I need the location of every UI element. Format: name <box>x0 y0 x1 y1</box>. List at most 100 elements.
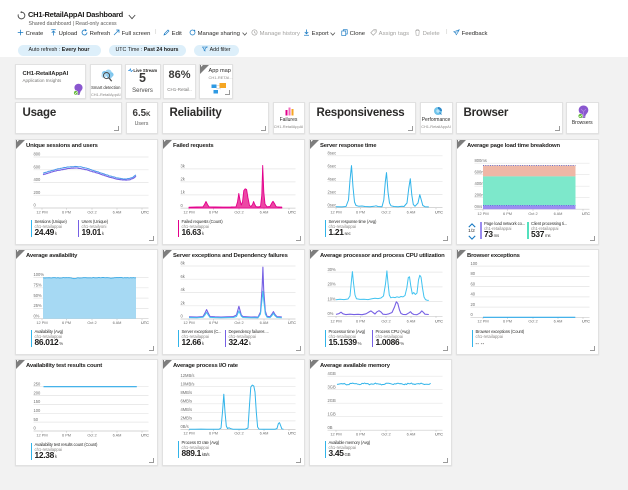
svg-text:0B/s: 0B/s <box>180 424 188 429</box>
svg-text:12 PM: 12 PM <box>477 318 488 323</box>
svg-text:1GB: 1GB <box>327 411 335 416</box>
svg-text:6k: 6k <box>180 273 185 278</box>
svg-text:6 PM: 6 PM <box>208 209 217 214</box>
svg-text:0ms: 0ms <box>474 203 482 208</box>
svg-text:4k: 4k <box>180 287 185 292</box>
svg-text:50%: 50% <box>33 292 42 297</box>
svg-text:0%: 0% <box>33 313 39 318</box>
svg-text:12 PM: 12 PM <box>36 209 47 214</box>
svg-text:100: 100 <box>470 260 478 265</box>
svg-text:6MB/s: 6MB/s <box>180 398 192 403</box>
svg-text:Oct 2: Oct 2 <box>87 319 96 324</box>
svg-text:12 PM: 12 PM <box>330 318 341 323</box>
svg-text:Oct 2: Oct 2 <box>234 320 243 325</box>
svg-text:0%: 0% <box>327 311 333 316</box>
svg-text:UTC: UTC <box>288 320 296 325</box>
svg-text:150: 150 <box>33 399 41 404</box>
svg-text:12 PM: 12 PM <box>330 431 341 436</box>
svg-text:8MB/s: 8MB/s <box>180 389 192 394</box>
svg-text:Oct 2: Oct 2 <box>528 318 537 323</box>
svg-text:250: 250 <box>33 381 41 386</box>
svg-text:6 AM: 6 AM <box>406 209 415 214</box>
svg-text:6 PM: 6 PM <box>208 430 217 435</box>
svg-text:50: 50 <box>33 416 38 421</box>
svg-text:4MB/s: 4MB/s <box>180 407 192 412</box>
svg-text:6 PM: 6 PM <box>208 320 217 325</box>
svg-text:0B: 0B <box>327 424 332 429</box>
svg-text:2GB: 2GB <box>327 397 335 402</box>
svg-text:0: 0 <box>180 202 183 207</box>
svg-text:400: 400 <box>33 177 41 182</box>
svg-text:4GB: 4GB <box>327 370 335 375</box>
svg-text:UTC: UTC <box>435 209 443 214</box>
svg-text:8sec: 8sec <box>327 150 336 155</box>
svg-text:Oct 2: Oct 2 <box>528 210 537 215</box>
svg-text:6 PM: 6 PM <box>355 318 364 323</box>
svg-text:80: 80 <box>470 271 475 276</box>
svg-text:600: 600 <box>33 164 41 169</box>
svg-text:UTC: UTC <box>141 319 149 324</box>
svg-text:6 PM: 6 PM <box>61 432 70 437</box>
svg-text:Oct 2: Oct 2 <box>87 209 96 214</box>
svg-text:12 PM: 12 PM <box>36 432 47 437</box>
svg-text:2sec: 2sec <box>327 189 336 194</box>
svg-text:12 PM: 12 PM <box>36 319 47 324</box>
svg-text:6 AM: 6 AM <box>112 319 121 324</box>
svg-text:6 AM: 6 AM <box>112 209 121 214</box>
svg-text:UTC: UTC <box>141 209 149 214</box>
svg-text:6 AM: 6 AM <box>259 320 268 325</box>
svg-text:12 PM: 12 PM <box>183 430 194 435</box>
svg-text:12MB/s: 12MB/s <box>180 372 194 377</box>
svg-text:60: 60 <box>470 281 475 286</box>
svg-text:2k: 2k <box>180 176 185 181</box>
svg-text:20: 20 <box>470 301 475 306</box>
svg-text:6 PM: 6 PM <box>355 431 364 436</box>
svg-text:200ms: 200ms <box>474 192 486 197</box>
svg-text:1k: 1k <box>180 189 185 194</box>
svg-text:3GB: 3GB <box>327 384 335 389</box>
svg-text:Oct 2: Oct 2 <box>234 430 243 435</box>
svg-text:6 PM: 6 PM <box>355 209 364 214</box>
svg-text:600ms: 600ms <box>474 169 486 174</box>
svg-text:2MB/s: 2MB/s <box>180 415 192 420</box>
svg-text:UTC: UTC <box>288 430 296 435</box>
svg-text:12 PM: 12 PM <box>183 209 194 214</box>
svg-text:10MB/s: 10MB/s <box>180 381 194 386</box>
svg-text:12 PM: 12 PM <box>477 210 488 215</box>
svg-text:6 PM: 6 PM <box>61 209 70 214</box>
svg-text:UTC: UTC <box>582 210 590 215</box>
svg-text:2k: 2k <box>180 300 185 305</box>
svg-text:0: 0 <box>470 312 473 317</box>
svg-text:75%: 75% <box>33 282 42 287</box>
svg-text:Oct 2: Oct 2 <box>381 209 390 214</box>
svg-text:6 PM: 6 PM <box>61 319 70 324</box>
svg-text:30%: 30% <box>327 266 336 271</box>
svg-text:6 AM: 6 AM <box>406 431 415 436</box>
svg-text:6 PM: 6 PM <box>502 318 511 323</box>
svg-text:6 PM: 6 PM <box>502 210 511 215</box>
svg-text:100%: 100% <box>33 272 44 277</box>
svg-text:800: 800 <box>33 151 41 156</box>
svg-text:UTC: UTC <box>582 318 590 323</box>
svg-text:3k: 3k <box>180 163 185 168</box>
svg-text:400ms: 400ms <box>474 180 486 185</box>
svg-text:40: 40 <box>470 291 475 296</box>
svg-text:Oct 2: Oct 2 <box>381 318 390 323</box>
svg-text:UTC: UTC <box>435 318 443 323</box>
svg-text:6 AM: 6 AM <box>553 210 562 215</box>
svg-text:8k: 8k <box>180 260 185 265</box>
svg-text:200: 200 <box>33 190 41 195</box>
svg-text:6 AM: 6 AM <box>406 318 415 323</box>
svg-text:6sec: 6sec <box>327 163 336 168</box>
svg-text:200: 200 <box>33 390 41 395</box>
svg-text:800ms: 800ms <box>474 157 486 162</box>
svg-text:25%: 25% <box>33 303 42 308</box>
svg-text:100: 100 <box>33 408 41 413</box>
svg-text:UTC: UTC <box>141 432 149 437</box>
svg-text:6 AM: 6 AM <box>112 432 121 437</box>
svg-text:6 AM: 6 AM <box>259 430 268 435</box>
svg-text:0sec: 0sec <box>327 202 336 207</box>
svg-text:Oct 2: Oct 2 <box>381 431 390 436</box>
svg-text:12 PM: 12 PM <box>330 209 341 214</box>
svg-text:10%: 10% <box>327 296 336 301</box>
